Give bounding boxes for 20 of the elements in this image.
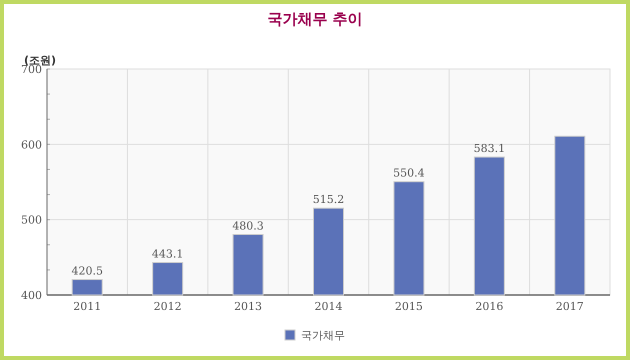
x-tick-label: 2012 [154, 300, 182, 313]
x-tick-label: 2013 [234, 300, 262, 313]
data-label: 550.4 [393, 166, 425, 180]
y-tick-label: 600 [21, 138, 42, 152]
data-label: 480.3 [232, 220, 264, 233]
y-tick-label: 400 [21, 289, 42, 302]
legend: 국가채무 [284, 329, 345, 342]
x-tick-label: 2014 [314, 300, 342, 313]
legend-label: 국가채무 [301, 329, 345, 342]
data-label: 583.1 [474, 142, 506, 156]
x-tick-label: 2017 [556, 300, 584, 313]
data-label: 420.5 [71, 264, 103, 278]
data-label: 515.2 [312, 193, 344, 206]
x-tick-label: 2015 [394, 300, 423, 313]
x-tick-label: 2011 [73, 300, 102, 313]
data-label: 443.1 [152, 248, 184, 261]
y-tick-label: 700 [21, 63, 42, 76]
chart-title: 국가채무 추이 [267, 10, 363, 28]
x-tick-label: 2016 [475, 300, 504, 313]
y-tick-label: 500 [21, 214, 42, 227]
